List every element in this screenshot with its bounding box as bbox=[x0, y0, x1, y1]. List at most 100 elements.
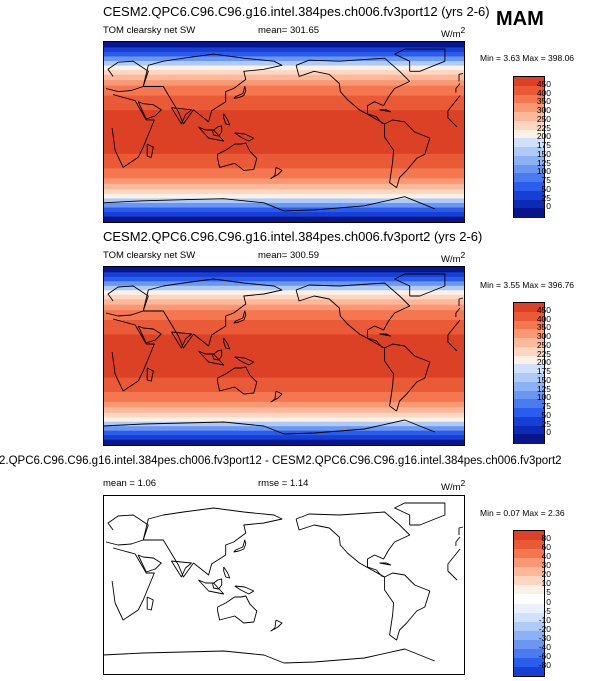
zonal-band bbox=[103, 74, 465, 81]
colorbar-tick-label: 450 bbox=[536, 78, 551, 89]
colorbar-tick-label: 50 bbox=[541, 409, 551, 420]
coastline-arabia bbox=[137, 325, 162, 344]
colorbar-swatch bbox=[514, 338, 544, 348]
coastline-nz bbox=[270, 390, 283, 403]
colorbar-tick-label: 5 bbox=[546, 587, 551, 598]
zonal-band bbox=[103, 417, 465, 423]
colorbar-tick-label: -10 bbox=[538, 614, 551, 625]
colorbar-swatch bbox=[514, 129, 544, 139]
colorbar-swatch bbox=[514, 77, 544, 87]
coastline-borneo bbox=[212, 125, 223, 137]
panel1-colorbar bbox=[513, 76, 545, 218]
colorbar-swatch bbox=[514, 94, 544, 104]
zonal-band bbox=[103, 421, 465, 427]
coastline-africa bbox=[447, 95, 461, 112]
zonal-band bbox=[103, 70, 465, 76]
colorbar-tick-label: 400 bbox=[536, 313, 551, 324]
zonal-band bbox=[103, 290, 465, 296]
panel3-map bbox=[103, 495, 465, 675]
coastline-samerica bbox=[384, 119, 431, 189]
zonal-band bbox=[103, 299, 465, 306]
coastline-uk bbox=[458, 526, 464, 535]
colorbar-swatch bbox=[514, 585, 544, 595]
panel2-variable: TOM clearsky net SW bbox=[103, 250, 196, 261]
coastline-greenland bbox=[394, 273, 446, 297]
zonal-band bbox=[103, 285, 465, 291]
coastline-antarctica bbox=[103, 421, 285, 435]
panel1-title: CESM2.QPC6.C96.C96.g16.intel.384pes.ch00… bbox=[103, 4, 490, 19]
coastline-japan bbox=[233, 539, 247, 553]
colorbar-tick-label: 60 bbox=[541, 542, 551, 553]
colorbar-tick-label: 300 bbox=[536, 105, 551, 115]
colorbar-tick-label: 250 bbox=[536, 113, 551, 124]
coastline-antarctica bbox=[103, 198, 285, 212]
coastline-australia bbox=[217, 366, 258, 395]
colorbar-swatch bbox=[514, 346, 544, 356]
panel2-colorbar bbox=[513, 302, 545, 444]
coastline-europe bbox=[455, 83, 461, 89]
colorbar-tick-label: 25 bbox=[541, 192, 551, 203]
colorbar-tick-label: 400 bbox=[536, 87, 551, 98]
colorbar-swatch bbox=[514, 103, 544, 113]
colorbar-swatch bbox=[514, 364, 544, 374]
zonal-band bbox=[103, 51, 465, 58]
colorbar-tick-label: -20 bbox=[538, 623, 551, 634]
coastline-africa bbox=[447, 548, 461, 565]
coastline-antarctica bbox=[283, 196, 435, 212]
colorbar-tick-label: 350 bbox=[536, 96, 551, 107]
colorbar-tick-label: 150 bbox=[536, 148, 551, 159]
coastline-asia bbox=[142, 278, 283, 349]
colorbar-tick-label: 50 bbox=[541, 183, 551, 194]
zonal-band bbox=[103, 401, 465, 408]
colorbar-tick-label: 150 bbox=[536, 374, 551, 385]
panel2-title: CESM2.QPC6.C96.C96.g16.intel.384pes.ch00… bbox=[103, 229, 483, 244]
colorbar-swatch bbox=[514, 621, 544, 632]
map-frame bbox=[103, 495, 465, 675]
zonal-band bbox=[103, 334, 465, 379]
panel2-minmax: Min = 3.55 Max = 396.76 bbox=[480, 280, 575, 290]
zonal-band bbox=[103, 178, 465, 185]
colorbar-swatch bbox=[514, 567, 544, 577]
zonal-band bbox=[103, 435, 465, 441]
zonal-band bbox=[103, 198, 465, 204]
colorbar-swatch bbox=[514, 381, 544, 391]
colorbar-swatch bbox=[514, 540, 544, 550]
zonal-band bbox=[103, 439, 465, 446]
zonal-band bbox=[103, 281, 465, 287]
colorbar-swatch bbox=[514, 329, 544, 339]
zonal-band bbox=[103, 65, 465, 71]
coastline-arabia bbox=[137, 554, 162, 573]
colorbar-swatch bbox=[514, 639, 544, 650]
colorbar-swatch bbox=[514, 373, 544, 383]
panel1-map bbox=[103, 41, 465, 223]
colorbar-swatch bbox=[514, 630, 544, 641]
coastline-uk bbox=[458, 297, 464, 306]
zonal-band bbox=[103, 183, 465, 190]
colorbar-swatch bbox=[514, 120, 544, 130]
zonal-band bbox=[103, 392, 465, 403]
colorbar-tick-label: 125 bbox=[536, 157, 551, 168]
panel3-title: 2.QPC6.C96.C96.g16.intel.384pes.ch006.fv… bbox=[0, 455, 562, 467]
zonal-band bbox=[103, 168, 465, 180]
coastline-namerica bbox=[295, 511, 411, 578]
colorbar-tick-label: 80 bbox=[541, 533, 551, 544]
colorbar-swatch bbox=[514, 164, 544, 174]
zonal-band bbox=[103, 412, 465, 418]
colorbar-tick-label: 0 bbox=[546, 596, 551, 607]
colorbar-swatch bbox=[514, 320, 544, 330]
coastline-africa bbox=[447, 564, 458, 581]
coastline-greenland bbox=[394, 502, 446, 526]
colorbar-tick-label: 300 bbox=[536, 331, 551, 341]
colorbar-swatch bbox=[514, 594, 544, 604]
coastline-seasia_is bbox=[198, 126, 225, 142]
zonal-band bbox=[103, 207, 465, 213]
coastline-antarctica bbox=[103, 650, 285, 664]
colorbar-swatch bbox=[514, 182, 544, 192]
coastline-india bbox=[171, 107, 192, 125]
colorbar-swatch bbox=[514, 549, 544, 559]
zonal-band bbox=[103, 85, 465, 97]
colorbar-tick-label: 75 bbox=[541, 401, 551, 411]
colorbar-swatch bbox=[514, 408, 544, 418]
colorbar-tick-label: 200 bbox=[536, 131, 551, 142]
coastline-philippines bbox=[223, 337, 231, 350]
